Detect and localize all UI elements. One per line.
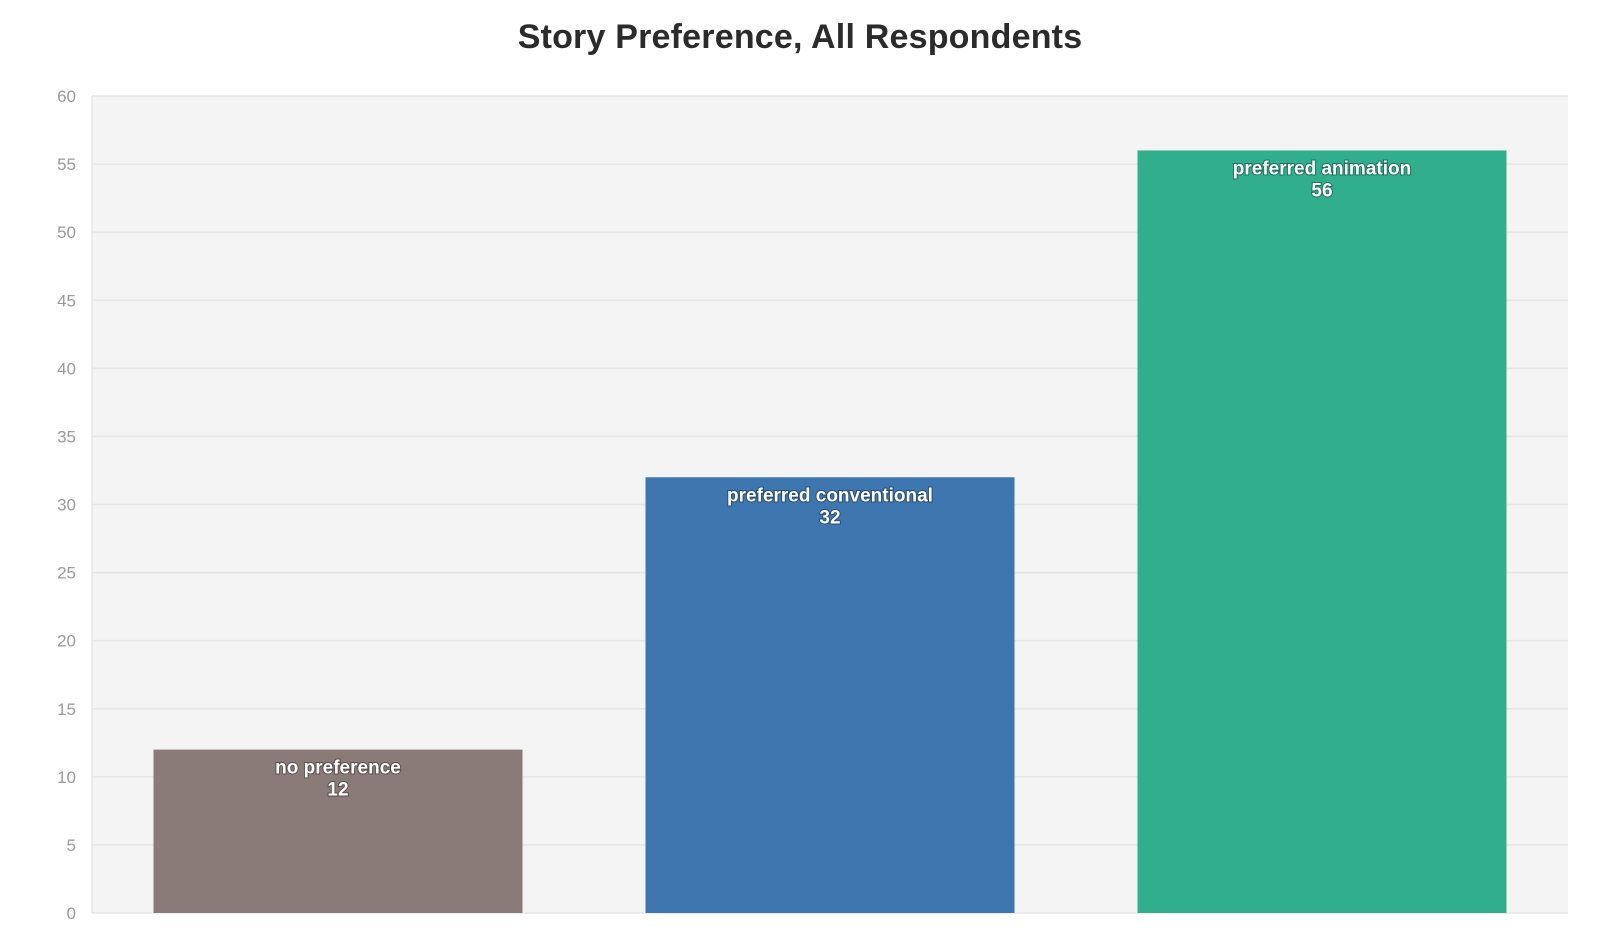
y-tick-label: 30 <box>57 496 76 515</box>
y-tick-label: 45 <box>57 291 76 310</box>
y-tick-label: 0 <box>67 904 76 923</box>
bar-category-label: no preference <box>275 758 401 779</box>
bar-category-label: preferred conventional <box>727 485 933 506</box>
y-tick-label: 40 <box>57 359 76 378</box>
y-tick-label: 60 <box>57 87 76 106</box>
bar-1[interactable] <box>645 477 1015 913</box>
bar-value-label: 12 <box>327 780 348 801</box>
y-axis-ticks: 0 5 10 15 20 25 30 35 40 45 50 55 60 <box>57 87 76 923</box>
bar-0[interactable] <box>153 749 523 913</box>
bar-value-label: 56 <box>1311 180 1332 201</box>
chart-title: Story Preference, All Respondents <box>517 18 1083 56</box>
y-tick-label: 10 <box>57 768 76 787</box>
y-tick-label: 5 <box>67 836 76 855</box>
y-tick-label: 15 <box>57 700 76 719</box>
y-tick-label: 50 <box>57 223 76 242</box>
bar-2[interactable] <box>1137 150 1507 913</box>
bar-category-label: preferred animation <box>1233 158 1411 179</box>
bar-value-label: 32 <box>819 507 840 528</box>
y-tick-label: 25 <box>57 564 76 583</box>
y-tick-label: 35 <box>57 427 76 446</box>
bars <box>153 150 1507 913</box>
y-tick-label: 55 <box>57 155 76 174</box>
y-tick-label: 20 <box>57 632 76 651</box>
